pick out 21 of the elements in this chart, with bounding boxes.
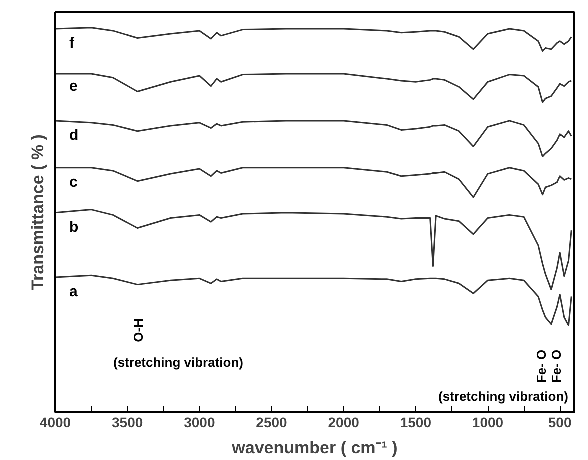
series-label: c	[70, 174, 78, 191]
series-label: f	[70, 35, 76, 52]
y-axis-title: Transmittance ( % )	[28, 134, 48, 290]
annotation: (stretching vibration)	[438, 389, 569, 404]
series-label: b	[70, 218, 79, 236]
x-tick-label: 2500	[256, 414, 288, 430]
annotation: Fe- O	[549, 350, 564, 384]
series-label: e	[70, 78, 78, 96]
x-tick-label: 4000	[40, 414, 72, 430]
x-tick-label: 3000	[184, 414, 216, 430]
x-axis-title: wavenumber ( cm⁻¹ )	[231, 438, 398, 458]
x-tick-label: 2000	[328, 414, 360, 430]
annotation: Fe- O	[534, 350, 549, 384]
series-label: d	[70, 126, 79, 144]
annotation: (stretching vibration)	[113, 355, 244, 370]
series-label: a	[70, 284, 78, 300]
x-tick-label: 1000	[472, 414, 504, 430]
x-tick-label: 3500	[112, 414, 144, 430]
x-tick-label: 500	[548, 414, 572, 430]
x-tick-label: 1500	[400, 414, 432, 430]
annotation: O-H	[131, 318, 146, 342]
